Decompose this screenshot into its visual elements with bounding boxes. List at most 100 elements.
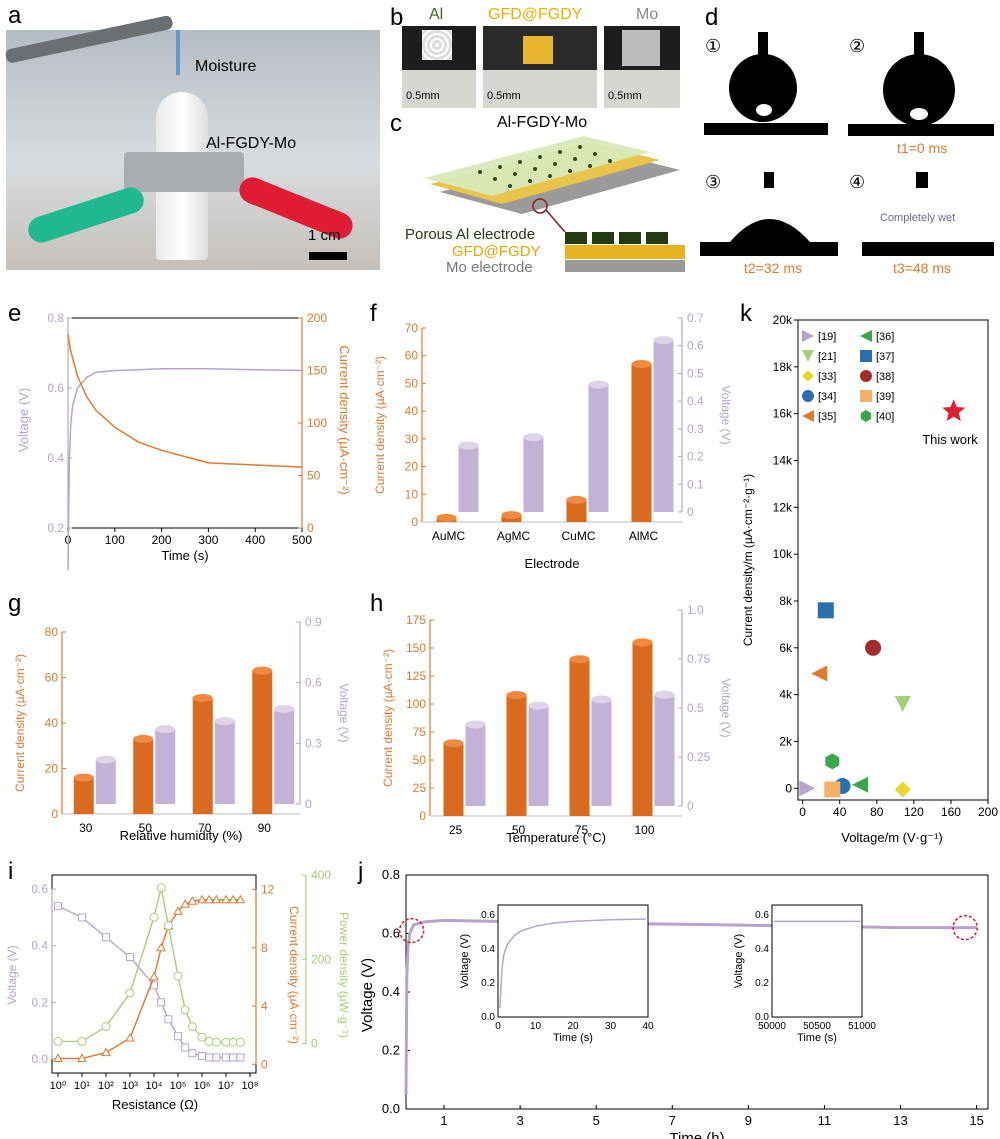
green-clip <box>24 184 148 246</box>
zoom-line <box>545 209 566 233</box>
bar-voltage <box>274 708 295 804</box>
inset-y-tick-label: 0.6 <box>755 910 769 921</box>
inset-x-tick-label: 50000 <box>758 1021 786 1032</box>
needle-2 <box>914 32 924 56</box>
y-tick-label: 50 <box>413 753 427 767</box>
y2-axis-label: Current density (µA·cm⁻²) <box>287 906 301 1044</box>
moisture-arrow <box>176 30 180 75</box>
point-voltage <box>205 1053 214 1062</box>
mo-layer-label: Mo electrode <box>446 259 533 276</box>
bar-voltage-top <box>458 441 479 450</box>
bar-current-top <box>252 666 273 675</box>
x-tick-label: 70 <box>198 821 212 835</box>
panel-letter-c: c <box>390 110 402 137</box>
y-tick-label: 20k <box>773 313 793 327</box>
y2-tick-label: 0.5 <box>687 701 704 715</box>
series-voltage-line <box>67 368 303 571</box>
y-axis-label: Voltage (V) <box>16 388 31 452</box>
gfd-layer-label: GFD@FGDY <box>452 243 541 260</box>
bar-voltage-top <box>95 755 116 764</box>
bar-current <box>569 659 590 816</box>
point-current <box>204 894 215 904</box>
bar-voltage-top <box>653 336 674 345</box>
point-power <box>156 883 166 893</box>
inset-series-line <box>499 918 647 1008</box>
point-voltage <box>164 1015 173 1024</box>
x-tick-label: 10⁵ <box>170 1080 187 1092</box>
al-photo: 0.5mm <box>402 26 476 108</box>
y-tick-label: 4k <box>779 688 793 702</box>
cross-gfd <box>565 245 685 259</box>
x-tick-label: 400 <box>245 533 265 547</box>
scale-bar <box>309 252 347 260</box>
y-tick-label: 0.8 <box>47 311 64 325</box>
point-voltage <box>229 1053 238 1062</box>
bar-current-top <box>436 513 457 522</box>
legend-label: [21] <box>818 351 836 363</box>
bar-current-top <box>443 739 464 748</box>
metal-clamp <box>124 152 244 192</box>
point-35 <box>811 665 828 682</box>
x-tick-label: 120 <box>904 805 924 819</box>
ruler <box>402 70 476 108</box>
ruler-label: 0.5mm <box>608 90 642 102</box>
x-axis-label: Relative humidity (%) <box>120 828 243 843</box>
needle-1 <box>758 32 768 56</box>
bar-current-top <box>192 693 213 702</box>
point-power <box>77 1036 87 1046</box>
needle-3 <box>764 172 774 188</box>
bar-voltage <box>523 437 544 512</box>
bar-current <box>192 697 213 814</box>
y2-tick-label: 12 <box>261 883 275 897</box>
droplet-3 <box>730 219 810 242</box>
inset-x-tick-label: 0 <box>495 1021 501 1032</box>
legend-marker <box>860 370 872 382</box>
y-tick-label: 20 <box>405 460 419 474</box>
x-axis-label: Voltage/m (V·g⁻¹) <box>841 830 943 845</box>
y-tick-label: 20 <box>45 762 59 776</box>
x-tick-label: 3 <box>517 1113 524 1128</box>
series-power-line <box>58 887 241 1043</box>
y2-tick-label: 0 <box>687 505 694 519</box>
y2-tick-label: 0.3 <box>687 422 704 436</box>
point-power <box>197 1032 207 1042</box>
mo-sample <box>622 30 660 66</box>
inset-frame <box>771 904 863 1018</box>
y-axis-label: Current density (µA·cm⁻²) <box>381 649 395 787</box>
y-tick-label: 0.0 <box>382 1101 400 1116</box>
point-voltage <box>126 953 134 962</box>
y3-tick-label: 400 <box>311 868 331 882</box>
bar-current-top <box>632 638 653 647</box>
x-tick-label: 200 <box>152 533 172 547</box>
y-tick-label: 0.4 <box>382 984 400 999</box>
bar-voltage <box>95 759 116 804</box>
bar-voltage <box>458 445 479 512</box>
bar-current <box>443 743 464 816</box>
y-tick-label: 50 <box>405 376 419 390</box>
inset-y-tick-label: 0.2 <box>481 978 495 989</box>
al-label: Al <box>429 6 444 23</box>
wet-label: Completely wet <box>880 212 956 224</box>
bar-current <box>73 777 94 814</box>
y-tick-label: 0 <box>51 807 58 821</box>
x-tick-label: 100 <box>634 823 654 837</box>
x-tick-label: 10³ <box>122 1080 138 1092</box>
gfd-label: GFD@FGDY <box>488 6 583 23</box>
y2-tick-label: 1.0 <box>687 603 704 617</box>
x-tick-label: 40 <box>833 805 847 819</box>
legend-marker <box>802 350 814 362</box>
point-current <box>125 1033 135 1042</box>
point-voltage <box>222 1053 230 1062</box>
point-power <box>163 921 173 931</box>
legend-label: [34] <box>818 391 836 403</box>
substrate-3 <box>700 242 838 256</box>
x-tick-label: 1 <box>440 1113 447 1128</box>
point-voltage <box>157 998 166 1007</box>
point-voltage <box>212 1053 221 1062</box>
y-tick-label: 175 <box>406 613 426 627</box>
x-tick-label: 0 <box>799 805 806 819</box>
series-current-line <box>67 333 303 468</box>
point-current <box>53 1053 63 1062</box>
substrate-2 <box>848 124 994 136</box>
time-1: t1=0 ms <box>897 140 948 156</box>
